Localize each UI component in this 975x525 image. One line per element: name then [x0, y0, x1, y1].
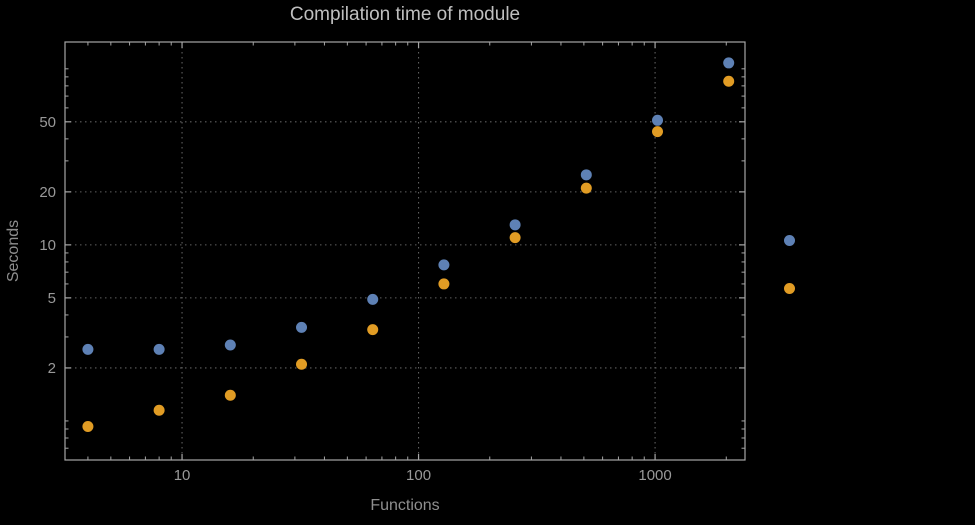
data-point-series-1: [367, 293, 379, 305]
y-tick-label: 20: [39, 184, 56, 201]
plot-frame: [64, 41, 746, 461]
data-point-series-1: [580, 169, 592, 181]
x-tick-label: 1000: [638, 467, 671, 484]
chart-title: Compilation time of module: [289, 4, 521, 25]
data-point-series-2: [224, 389, 236, 401]
y-tick-label: 2: [48, 360, 56, 377]
legend-marker-series-1: [784, 235, 795, 246]
data-point-series-2: [652, 126, 664, 138]
data-point-series-2: [367, 324, 379, 336]
y-tick-label: 50: [39, 114, 56, 131]
x-tick-label: 10: [174, 467, 191, 484]
data-point-series-2: [509, 232, 521, 244]
data-point-series-2: [438, 278, 450, 290]
data-point-series-1: [82, 343, 94, 355]
data-point-series-1: [296, 321, 308, 333]
data-point-series-2: [82, 420, 94, 432]
legend-marker-series-2: [784, 283, 795, 294]
data-point-series-1: [652, 114, 664, 126]
data-point-series-2: [580, 182, 592, 194]
y-tick-label: 10: [39, 237, 56, 254]
data-point-series-1: [723, 57, 735, 69]
y-tick-label: 5: [48, 290, 56, 307]
data-point-series-1: [224, 339, 236, 351]
x-tick-label: 100: [406, 467, 431, 484]
data-point-series-1: [438, 259, 450, 271]
data-point-series-2: [296, 358, 308, 370]
data-point-series-1: [509, 219, 521, 231]
data-point-series-2: [153, 404, 165, 416]
x-axis-label: Functions: [370, 497, 440, 514]
legend: [784, 235, 795, 294]
data-point-series-1: [153, 343, 165, 355]
data-point-series-2: [723, 75, 735, 87]
